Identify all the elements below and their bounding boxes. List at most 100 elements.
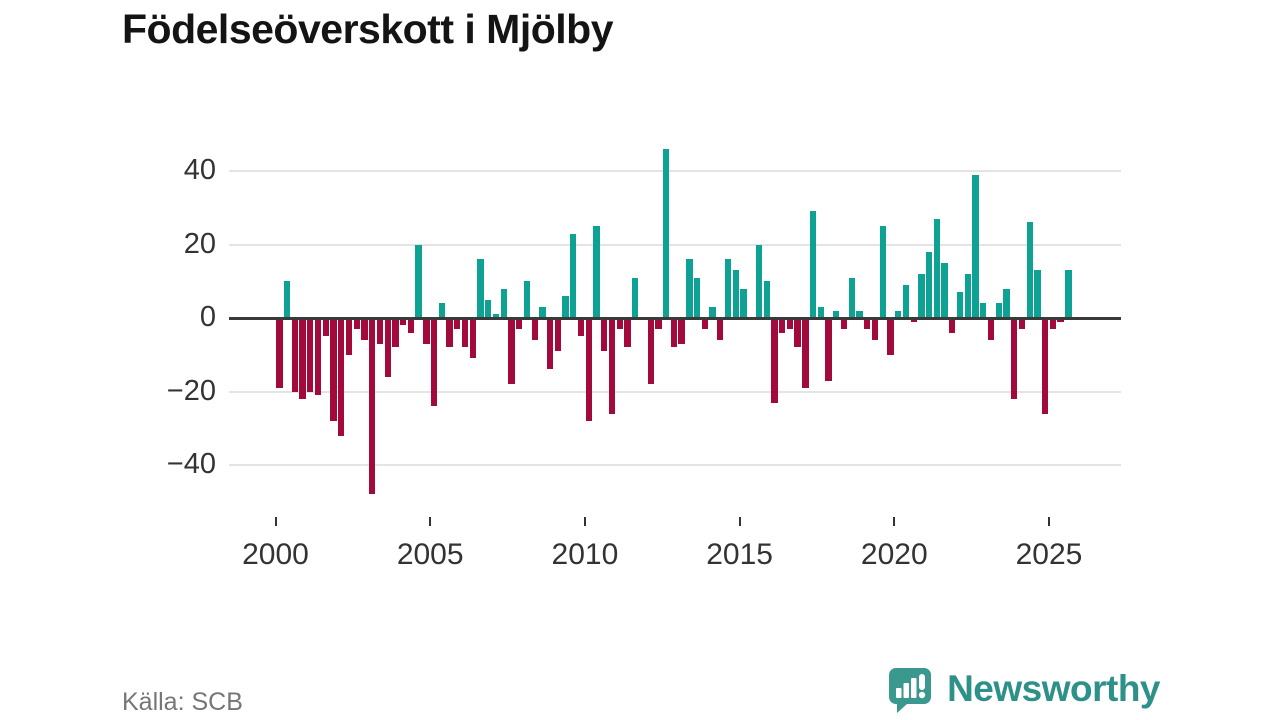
bar-2008q1 [523, 281, 531, 319]
x-axis-tick-label: 2025 [1015, 538, 1083, 571]
bar-2014q4 [732, 270, 739, 318]
bar-2019q4 [887, 318, 894, 355]
bar-2010q2 [593, 226, 600, 318]
x-axis-tick-label: 2015 [706, 538, 773, 571]
y-axis-tick-label: −20 [166, 374, 216, 407]
bar-2014q2 [717, 318, 724, 340]
bar-2007q2 [500, 288, 507, 318]
bar-2002q1 [338, 318, 345, 436]
bar-2022q1 [956, 292, 964, 318]
x-axis-line [229, 316, 1121, 320]
bar-2017q4 [825, 318, 832, 381]
bar-2009q1 [554, 318, 562, 352]
bar-2019q2 [871, 318, 879, 340]
bar-2004q1 [400, 318, 407, 326]
bar-2020q1 [895, 310, 902, 318]
bar-2004q3 [415, 244, 422, 318]
x-axis-tick [429, 517, 432, 526]
bar-2017q1 [802, 318, 809, 388]
x-axis-tick-label: 2005 [396, 538, 464, 571]
y-axis-tick-label: 0 [199, 301, 216, 333]
bar-2000q1 [276, 318, 283, 388]
bar-2020q3 [910, 318, 917, 322]
newsworthy-icon [889, 668, 932, 713]
bar-2017q3 [817, 307, 825, 318]
bar-2012q1 [647, 318, 654, 385]
bar-2008q4 [546, 318, 554, 370]
bar-2013q2 [686, 259, 693, 318]
bar-2005q4 [454, 318, 461, 329]
y-gridline [229, 390, 1121, 393]
bar-2005q3 [446, 318, 453, 348]
bar-2003q3 [384, 318, 391, 377]
bar-2015q3 [755, 244, 763, 318]
bar-2003q4 [392, 318, 399, 348]
bar-2010q4 [608, 318, 616, 414]
bar-2004q2 [407, 318, 415, 333]
bar-2007q1 [492, 314, 500, 318]
bar-2008q2 [531, 318, 538, 340]
x-axis-tick-label: 2010 [551, 538, 619, 571]
bar-2006q4 [485, 299, 492, 318]
bar-2024q3 [1034, 270, 1041, 318]
bar-2018q2 [840, 318, 848, 329]
bar-2006q2 [469, 318, 476, 359]
source-label: Källa: SCB [122, 688, 243, 716]
y-axis-tick-label: −40 [166, 448, 216, 480]
bar-2021q1 [925, 251, 933, 318]
bar-2014q3 [724, 259, 732, 318]
bar-2005q2 [438, 303, 445, 318]
bar-2012q2 [655, 318, 662, 329]
bar-2017q2 [809, 211, 817, 318]
bar-2016q4 [794, 318, 801, 348]
bar-2007q4 [516, 318, 523, 329]
bar-2001q3 [322, 318, 329, 337]
bar-2023q1 [987, 318, 995, 340]
bar-2000q3 [291, 318, 299, 392]
bar-2006q1 [461, 318, 469, 348]
bar-2021q4 [949, 318, 956, 333]
bar-2020q2 [902, 284, 910, 318]
bar-2008q3 [539, 307, 546, 318]
bar-2023q4 [1011, 318, 1018, 399]
bar-2001q1 [307, 318, 314, 392]
y-axis-tick-label: 40 [183, 154, 216, 186]
bar-2001q2 [314, 318, 322, 396]
bar-2018q1 [833, 310, 840, 318]
bar-2024q1 [1018, 318, 1026, 329]
bar-2022q3 [972, 174, 979, 318]
x-axis-tick [738, 517, 741, 526]
bar-2016q2 [779, 318, 786, 333]
bar-2009q4 [577, 318, 585, 337]
y-axis-tick-label: 20 [183, 227, 216, 260]
bar-2018q3 [848, 277, 855, 318]
bar-2007q3 [508, 318, 515, 385]
bar-2002q2 [345, 318, 353, 355]
bar-2009q3 [570, 233, 577, 318]
bar-2021q2 [933, 218, 941, 318]
x-axis-tick-label: 2020 [860, 538, 928, 571]
bar-2005q1 [430, 318, 438, 407]
bar-2024q4 [1042, 318, 1049, 414]
bar-2006q3 [477, 259, 484, 318]
bar-2023q2 [995, 303, 1002, 318]
brand-name: Newsworthy [947, 668, 1160, 709]
bar-2014q1 [709, 307, 716, 318]
bar-2025q2 [1057, 318, 1064, 322]
bar-2002q4 [361, 318, 368, 340]
plot-area: 40 20 0 −20 −40 2000 2005 2010 2015 2020 2025 [166, 149, 1121, 571]
bar-2012q3 [663, 149, 670, 318]
bar-2012q4 [670, 318, 678, 348]
chart-title: Födelseöverskott i Mjölby [122, 6, 614, 52]
x-axis-tick [583, 517, 586, 526]
y-gridline [229, 243, 1121, 246]
y-gridline [229, 464, 1121, 466]
bar-2003q1 [369, 318, 376, 495]
bar-2013q3 [693, 277, 701, 318]
bar-2010q3 [601, 318, 608, 352]
bar-2013q1 [678, 318, 685, 344]
y-gridline [229, 170, 1121, 172]
x-axis-tick-label: 2000 [242, 538, 309, 571]
bar-2015q1 [740, 288, 747, 318]
bar-2000q4 [299, 318, 306, 399]
